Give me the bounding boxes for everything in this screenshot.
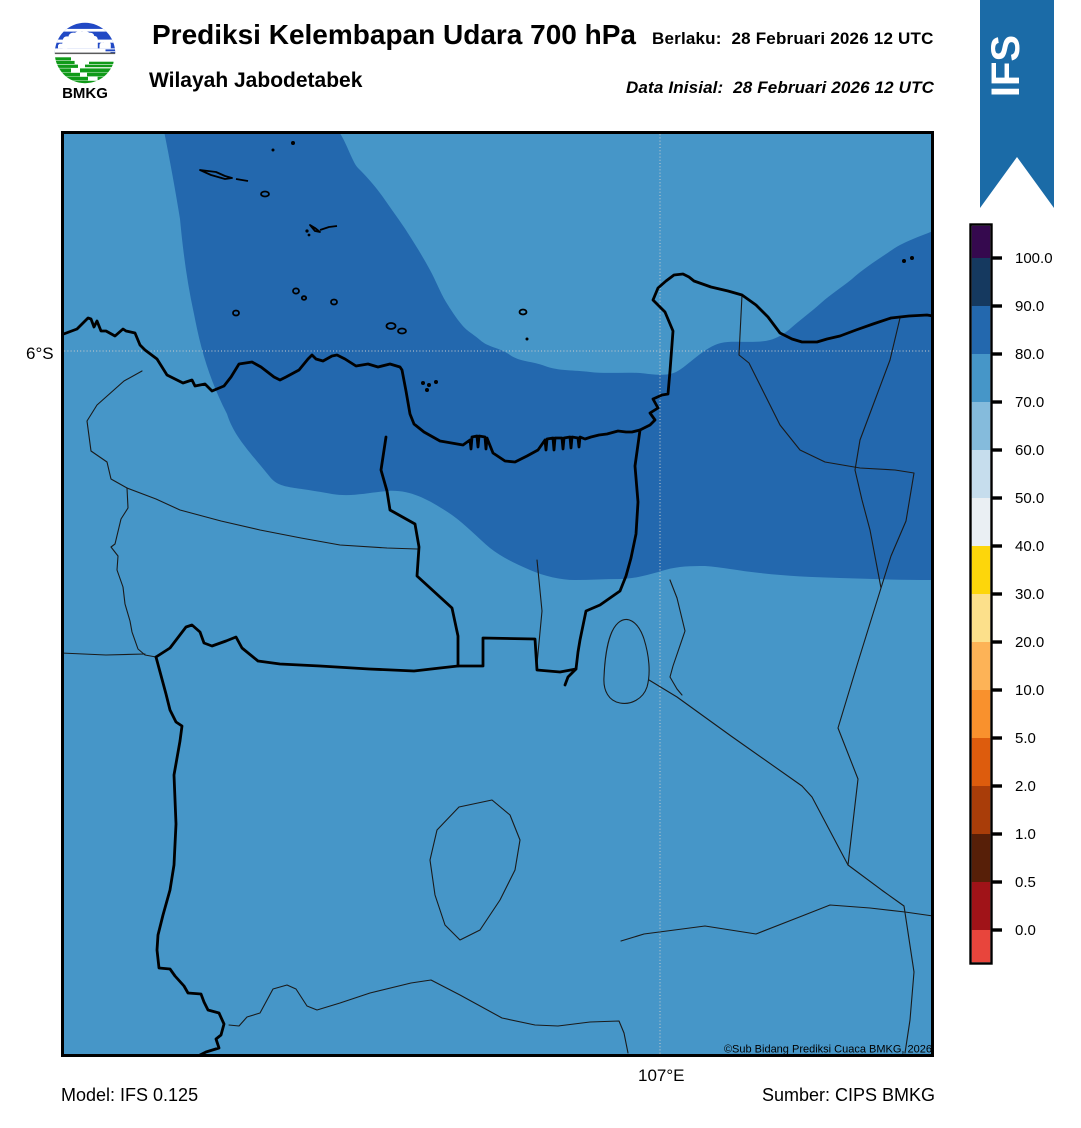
svg-text:90.0: 90.0 bbox=[1015, 298, 1044, 315]
svg-text:0.5: 0.5 bbox=[1015, 874, 1036, 891]
svg-text:60.0: 60.0 bbox=[1015, 442, 1044, 459]
svg-text:0.0: 0.0 bbox=[1015, 922, 1036, 939]
svg-text:100.0: 100.0 bbox=[1015, 250, 1053, 267]
svg-text:1.0: 1.0 bbox=[1015, 826, 1036, 843]
svg-text:10.0: 10.0 bbox=[1015, 682, 1044, 699]
svg-text:80.0: 80.0 bbox=[1015, 346, 1044, 363]
svg-text:40.0: 40.0 bbox=[1015, 538, 1044, 555]
svg-text:BMKG: BMKG bbox=[62, 85, 108, 102]
svg-text:©Sub Bidang Prediksi Cuaca BMK: ©Sub Bidang Prediksi Cuaca BMKG, 2026 bbox=[724, 1044, 932, 1056]
svg-text:20.0: 20.0 bbox=[1015, 634, 1044, 651]
svg-text:50.0: 50.0 bbox=[1015, 490, 1044, 507]
svg-text:2.0: 2.0 bbox=[1015, 778, 1036, 795]
svg-text:IFS: IFS bbox=[984, 35, 1028, 97]
svg-text:5.0: 5.0 bbox=[1015, 730, 1036, 747]
svg-text:70.0: 70.0 bbox=[1015, 394, 1044, 411]
svg-text:30.0: 30.0 bbox=[1015, 586, 1044, 603]
